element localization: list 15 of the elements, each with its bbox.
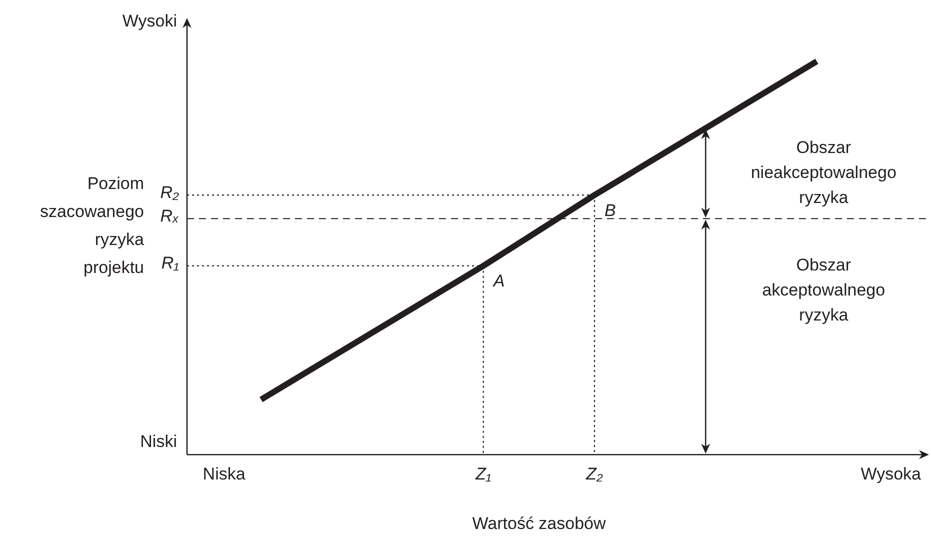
y-axis-title: Poziom szacowanego ryzyka projektu (40, 174, 145, 278)
x-tick-label: Z₂ (585, 464, 604, 484)
ref-line-label: R₂ (160, 182, 180, 202)
annotation: A (492, 272, 505, 291)
x-tick-label: Wysoka (860, 464, 922, 484)
ref-line-label: R₁ (161, 254, 179, 273)
annotation: Obszar akceptowalnego ryzyka (762, 255, 886, 324)
annotation: Obszar nieakceptowalnego ryzyka (750, 138, 896, 208)
annotation: B (604, 200, 616, 220)
x-tick-label: Z₁ (474, 464, 492, 484)
x-tick-label: Niska (202, 464, 246, 484)
x-axis-title: Wartość zasobów (472, 514, 606, 534)
ref-line-label: Rₓ (160, 206, 180, 226)
text: Niski (140, 432, 177, 451)
text: Wysoki (122, 12, 177, 31)
